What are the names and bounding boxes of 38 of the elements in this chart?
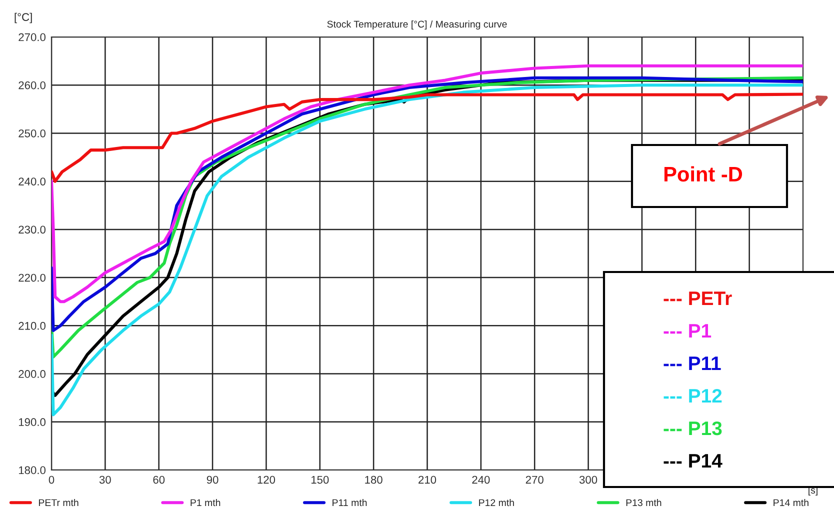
legend-label: P13 mth [626, 498, 662, 506]
x-tick-label: 240 [472, 476, 490, 484]
line-series [52, 64, 803, 304]
annotation: --- PETr [664, 292, 732, 306]
y-tick-label: 230.0 [18, 226, 46, 234]
line-series [52, 92, 803, 183]
y-tick-label: 200.0 [18, 370, 46, 378]
legend-label: P11 mth [332, 498, 367, 506]
x-tick-label: 30 [99, 476, 111, 484]
legend-label: P1 mth [190, 498, 220, 506]
annotation: --- P13 [664, 421, 722, 436]
y-tick-label: 260.0 [18, 81, 46, 90]
legend-label: PETr mth [38, 498, 78, 506]
legend-label: P12 mth [479, 498, 514, 506]
x-tick-label: 180 [365, 476, 382, 484]
x-tick-label: 270 [526, 476, 544, 484]
x-tick-label: 60 [153, 476, 165, 484]
x-tick-label: 300 [579, 476, 598, 484]
y-tick-label: 240.0 [18, 178, 46, 186]
x-tick-label: 0 [48, 476, 54, 484]
y-tick-label: 210.0 [18, 322, 46, 330]
legend-label: P14 mth [774, 498, 808, 506]
y-axis-title: [°C] [14, 12, 32, 24]
x-tick-label: 120 [258, 476, 276, 484]
annotation: --- P11 [664, 356, 721, 370]
y-tick-label: 220.0 [18, 274, 46, 282]
y-tick-label: 190.0 [18, 418, 46, 426]
x-tick-label: 90 [206, 476, 218, 484]
y-tick-label: 270.0 [18, 33, 46, 42]
x-tick-label: 150 [311, 476, 329, 484]
annotation: --- P1 [664, 324, 712, 338]
annotation: Point -D [664, 166, 742, 182]
y-tick-label: 250.0 [18, 129, 46, 138]
annotation: --- P12 [664, 388, 722, 403]
annotation: --- P14 [664, 454, 722, 468]
x-tick-label: 210 [418, 476, 436, 484]
y-tick-label: 180.0 [18, 466, 46, 474]
chart-title: Stock Temperature [°C] / Measuring curve [327, 20, 507, 30]
